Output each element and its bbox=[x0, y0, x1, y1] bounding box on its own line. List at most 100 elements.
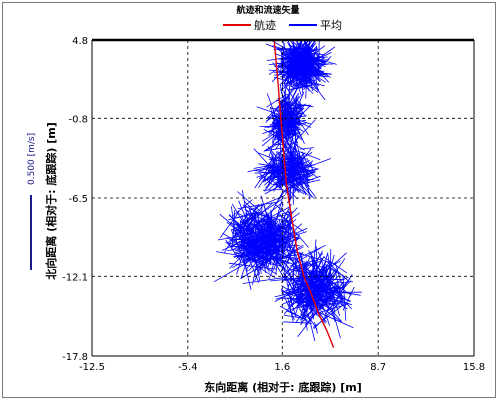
velocity-vector bbox=[234, 239, 272, 258]
velocity-vector bbox=[244, 250, 267, 262]
scale-bar: 0.500 [m/s] bbox=[27, 133, 37, 270]
velocity-vector bbox=[331, 306, 341, 339]
velocity-vector bbox=[283, 259, 294, 265]
velocity-vector bbox=[264, 223, 290, 231]
velocity-vector bbox=[277, 109, 288, 134]
velocity-vector bbox=[342, 274, 347, 321]
velocity-vector bbox=[295, 290, 300, 303]
velocity-vector bbox=[287, 297, 294, 322]
chart-title: 航迹和流速矢量 bbox=[236, 4, 299, 16]
velocity-vector bbox=[231, 203, 253, 238]
velocity-vector bbox=[297, 150, 321, 161]
velocity-vector bbox=[267, 227, 308, 247]
velocity-vector bbox=[257, 161, 301, 172]
velocity-vector bbox=[297, 99, 304, 115]
velocity-vector bbox=[278, 155, 306, 184]
legend-label-mean: 平均 bbox=[320, 19, 342, 32]
velocity-vector bbox=[264, 225, 286, 234]
velocity-vector bbox=[272, 118, 299, 124]
velocity-vector bbox=[271, 107, 291, 124]
velocity-vector bbox=[268, 159, 290, 163]
velocity-vector bbox=[312, 239, 317, 274]
velocity-vector bbox=[312, 303, 345, 329]
velocity-vector bbox=[314, 321, 318, 334]
velocity-vector bbox=[310, 271, 313, 286]
velocity-vector bbox=[242, 276, 286, 284]
velocity-vector bbox=[291, 39, 298, 80]
velocity-vector bbox=[287, 95, 299, 137]
velocity-vector bbox=[283, 127, 303, 141]
velocity-vector bbox=[289, 53, 291, 70]
velocity-vector bbox=[309, 54, 316, 70]
velocity-vector bbox=[265, 231, 273, 256]
velocity-vector bbox=[233, 250, 267, 257]
velocity-vector bbox=[292, 56, 319, 76]
velocity-vector bbox=[309, 278, 326, 315]
velocity-vector bbox=[231, 199, 253, 217]
track-line bbox=[273, 39, 335, 348]
velocity-vector bbox=[297, 288, 314, 296]
velocity-vector bbox=[287, 107, 301, 110]
velocity-vector bbox=[305, 275, 340, 306]
velocity-vector bbox=[267, 146, 298, 183]
velocity-vector bbox=[304, 39, 308, 69]
velocity-vector bbox=[244, 208, 260, 224]
velocity-vector bbox=[216, 251, 254, 259]
velocity-vector bbox=[256, 241, 273, 276]
velocity-vector bbox=[284, 160, 310, 172]
velocity-vector bbox=[250, 224, 276, 235]
velocity-vector bbox=[232, 203, 259, 244]
velocity-vector bbox=[334, 270, 343, 306]
x-tick-label: -12.5 bbox=[79, 362, 105, 373]
velocity-vector bbox=[298, 305, 306, 321]
x-tick-label: 1.6 bbox=[274, 362, 290, 373]
velocity-vector bbox=[303, 277, 317, 293]
velocity-vector bbox=[265, 166, 297, 178]
velocity-vector bbox=[266, 203, 284, 243]
velocity-vector bbox=[284, 119, 287, 136]
velocity-vector bbox=[250, 228, 259, 237]
velocity-vector bbox=[316, 299, 331, 313]
velocity-vector bbox=[302, 45, 314, 83]
velocity-vector bbox=[277, 102, 282, 143]
velocity-vector bbox=[265, 146, 293, 152]
velocity-vector bbox=[278, 118, 297, 134]
velocity-vector bbox=[259, 201, 284, 222]
velocity-vector bbox=[308, 289, 338, 321]
velocity-vector bbox=[298, 299, 312, 305]
velocity-vector bbox=[305, 269, 328, 286]
velocity-vector bbox=[315, 267, 325, 292]
velocity-vector bbox=[266, 212, 279, 244]
velocity-vector bbox=[236, 229, 252, 259]
velocity-vector bbox=[237, 191, 269, 219]
velocity-vector bbox=[278, 154, 282, 171]
chart-svg: -12.5 -5.4 1.6 8.7 15.8 4.8 -0.8 -6.5 -12.1 -17.8… bbox=[27, 4, 485, 394]
velocity-vector bbox=[264, 237, 275, 265]
velocity-vector bbox=[282, 264, 293, 307]
velocity-vector bbox=[284, 39, 314, 65]
velocity-vector bbox=[332, 286, 336, 301]
velocity-vector bbox=[299, 167, 316, 174]
velocity-vector bbox=[311, 269, 344, 303]
velocity-vector bbox=[274, 246, 304, 263]
legend-label-track: 航迹 bbox=[254, 18, 276, 32]
velocity-vector bbox=[289, 47, 318, 78]
x-tick-label: 15.8 bbox=[463, 362, 485, 373]
velocity-vector bbox=[225, 239, 242, 262]
velocity-vector bbox=[253, 160, 294, 169]
velocity-vector bbox=[337, 280, 352, 295]
velocity-vector bbox=[270, 169, 298, 200]
legend: 航迹 平均 bbox=[223, 18, 342, 32]
chart-frame: -12.5 -5.4 1.6 8.7 15.8 4.8 -0.8 -6.5 -12.1 -17.8… bbox=[2, 2, 496, 398]
velocity-vector bbox=[333, 289, 353, 310]
velocity-vector bbox=[259, 225, 290, 246]
velocity-vector bbox=[296, 292, 308, 295]
y-axis-label: 北向距离 (相对于: 底跟踪) [m] bbox=[44, 122, 58, 279]
velocity-vector bbox=[306, 172, 310, 200]
velocity-vector bbox=[240, 253, 265, 264]
velocity-vector bbox=[247, 163, 287, 173]
velocity-vector bbox=[240, 239, 286, 243]
velocity-vector bbox=[228, 262, 264, 269]
velocity-vector bbox=[213, 260, 252, 283]
velocity-vector bbox=[313, 303, 348, 315]
